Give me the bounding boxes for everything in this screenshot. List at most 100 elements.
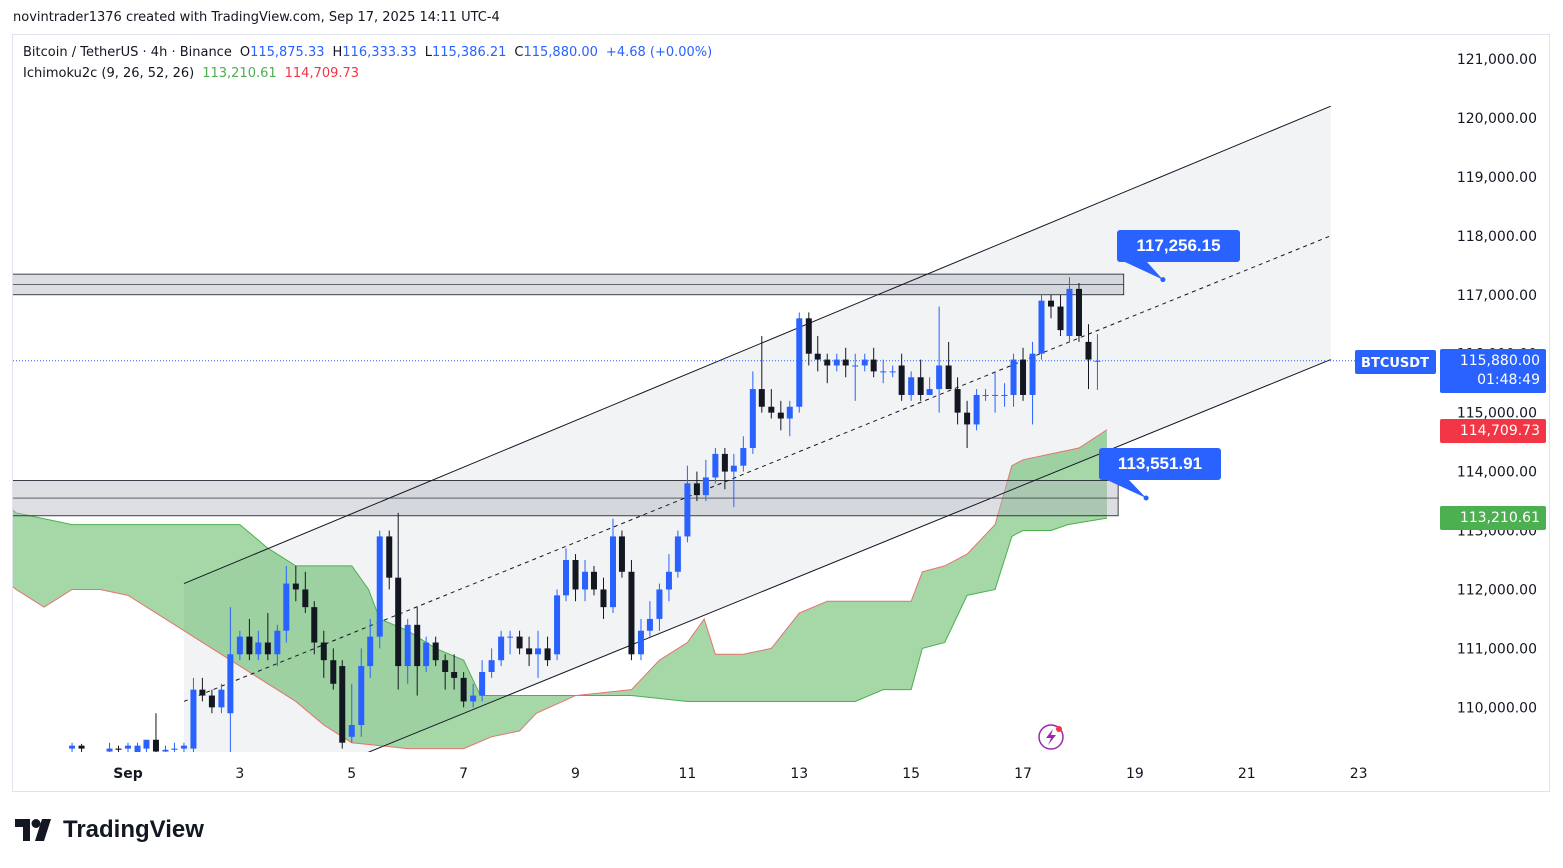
tradingview-brand[interactable]: TradingView — [15, 816, 204, 844]
candle-body — [442, 660, 449, 672]
candle-body — [125, 745, 131, 749]
candle-body — [283, 583, 290, 631]
candle-body — [730, 465, 737, 472]
candle-body — [758, 389, 765, 407]
candle-body — [861, 359, 868, 366]
y-tick-label: 119,000.00 — [1457, 170, 1537, 186]
candle-body — [954, 389, 961, 413]
candle-body — [246, 636, 253, 655]
open-label: O — [239, 45, 251, 60]
candle-body — [386, 536, 393, 578]
candle-body — [171, 748, 178, 750]
brand-name: TradingView — [63, 816, 204, 843]
low-value: 115,386.21 — [431, 45, 507, 60]
ohlc-legend: Bitcoin / TetherUS · 4h · Binance O115,87… — [23, 45, 712, 60]
channel-middle-line[interactable] — [183, 235, 1331, 702]
low-label: L — [424, 45, 432, 60]
ichimoku-b-badge-text: 114,709.73 — [1460, 423, 1540, 439]
candle-body — [78, 745, 85, 749]
y-tick-label: 110,000.00 — [1457, 700, 1537, 716]
candle-body — [618, 536, 625, 572]
last-price-badge[interactable]: 115,880.00 01:48:49 — [1440, 349, 1546, 393]
candle-body — [1066, 288, 1073, 337]
candle-body — [992, 394, 999, 396]
callout-upper-label: 117,256.15 — [1136, 236, 1220, 255]
candle-body — [432, 642, 439, 661]
x-tick-label: 13 — [790, 766, 808, 782]
candle-body — [404, 624, 411, 667]
candle-body — [973, 394, 980, 425]
ichimoku-b-badge-bg — [1440, 419, 1546, 443]
symbol-badge[interactable]: BTCUSDT — [1355, 350, 1436, 374]
channel-lower-line[interactable] — [363, 359, 1331, 755]
candle-body — [786, 406, 793, 419]
candle-body — [889, 371, 896, 373]
callout-lower[interactable]: 113,551.91 — [1099, 448, 1221, 501]
candle-body — [637, 630, 644, 655]
candle-body — [479, 671, 486, 696]
candle-body — [69, 745, 76, 749]
candle-body — [526, 648, 533, 655]
candle-body — [264, 642, 271, 655]
ichimoku-a-value: 113,210.61 — [202, 66, 277, 81]
x-tick-label: Sep — [113, 766, 143, 782]
candle-body — [702, 477, 709, 496]
y-tick-label: 114,000.00 — [1457, 465, 1537, 481]
x-tick-label: 11 — [678, 766, 696, 782]
candle-body — [460, 677, 467, 702]
candle-body — [805, 318, 812, 354]
ichimoku-span-b — [13, 429, 1108, 750]
candle-body — [227, 654, 234, 714]
last-price-badge-text: 115,880.00 — [1460, 353, 1540, 369]
candle-body — [824, 359, 831, 366]
candle-body — [134, 745, 141, 752]
candle-body — [516, 636, 523, 649]
candle-body — [535, 648, 542, 655]
candle-body — [917, 377, 924, 395]
candle-body — [693, 483, 700, 496]
lightning-icon[interactable] — [1038, 724, 1064, 750]
candle-body — [1029, 353, 1036, 395]
ichimoku-cloud — [13, 429, 1107, 749]
callout-lower-box — [1099, 448, 1221, 480]
candle-body — [870, 359, 877, 372]
candle-body — [814, 353, 821, 360]
ichimoku-b-value: 114,709.73 — [284, 66, 360, 81]
candle-body — [507, 636, 514, 638]
ichimoku-a-badge[interactable]: 113,210.61 — [1440, 506, 1546, 530]
candle-body — [590, 571, 597, 590]
candle-body — [749, 389, 756, 449]
x-tick-label: 9 — [571, 766, 580, 782]
high-value: 116,333.33 — [342, 45, 417, 60]
symbol-title[interactable]: Bitcoin / TetherUS · 4h · Binance — [23, 45, 232, 60]
indicator-legend: Ichimoku2c (9, 26, 52, 26) 113,210.61 114,… — [23, 66, 359, 81]
candle-body — [768, 406, 775, 413]
candle-body — [208, 695, 215, 708]
candle-body — [721, 453, 728, 472]
candle-body — [190, 689, 197, 749]
candle-body — [563, 559, 570, 596]
ichimoku-b-badge[interactable]: 114,709.73 — [1440, 419, 1546, 443]
candle-body — [339, 666, 346, 743]
chart-frame — [12, 34, 1550, 792]
candle-body — [376, 536, 383, 637]
symbol-badge-text: BTCUSDT — [1361, 356, 1429, 371]
channel-upper-line[interactable] — [183, 105, 1331, 585]
candle-body — [712, 453, 719, 478]
last-price-badge-text: 01:48:49 — [1477, 372, 1540, 388]
candle-body — [311, 607, 318, 643]
candle-body — [926, 389, 933, 395]
candle-body — [274, 630, 281, 655]
indicator-title[interactable]: Ichimoku2c (9, 26, 52, 26) — [23, 66, 195, 81]
candle-body — [236, 636, 243, 655]
callout-upper[interactable]: 117,256.15 — [1117, 230, 1240, 283]
candle-body — [833, 359, 840, 366]
candle-body — [302, 589, 309, 608]
candle-body — [609, 536, 616, 608]
x-tick-label: 15 — [902, 766, 920, 782]
callout-lower-anchor — [1143, 495, 1149, 501]
candle-body — [1010, 359, 1017, 395]
change-value: +4.68 (+0.00%) — [605, 45, 713, 60]
candle-body — [255, 642, 262, 655]
